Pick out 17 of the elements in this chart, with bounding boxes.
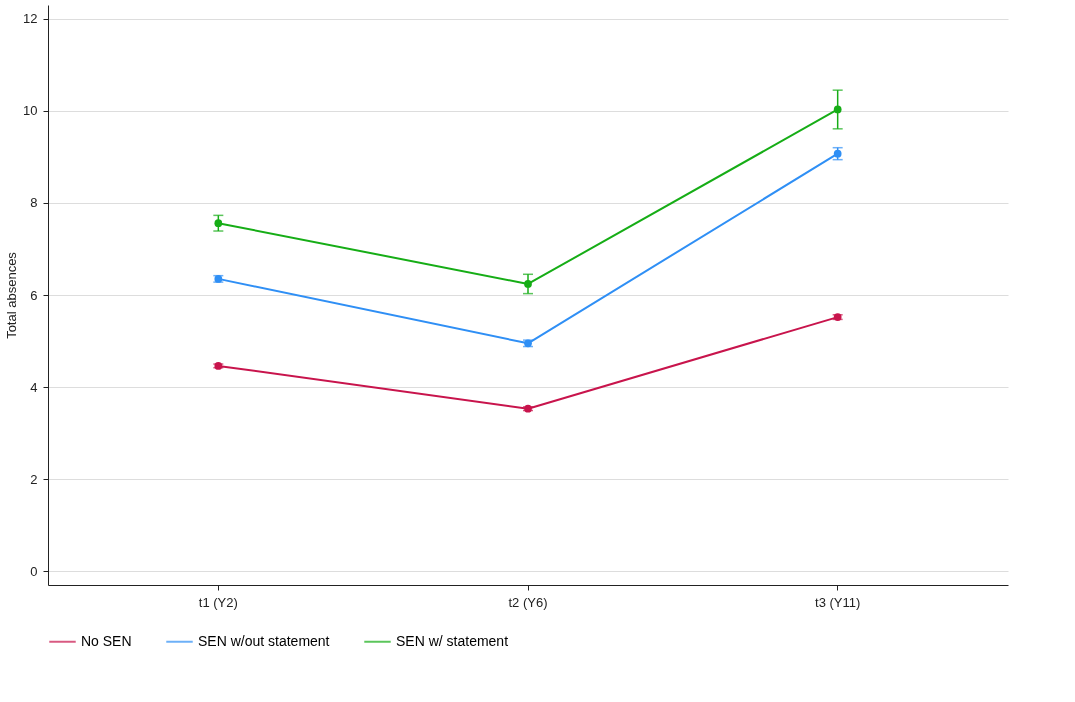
legend-label: SEN w/out statement [198,632,330,649]
point [524,280,532,288]
y-axis-title: Total absences [4,251,20,339]
legend-label: No SEN [81,632,132,649]
y-tick-label: 2 [30,471,38,487]
point [214,219,223,228]
y-tick-label: 8 [30,195,38,211]
y-tick-label: 10 [23,103,38,119]
point [833,105,842,114]
x-tick-label: t3 (Y11) [815,594,861,610]
y-tick-label: 12 [23,11,38,27]
y-tick-label: 6 [30,287,38,303]
y-tick-label: 4 [30,379,38,395]
y-tick-label: 0 [30,563,38,579]
x-tick-label: t1 (Y2) [198,594,238,610]
x-tick-label: t2 (Y6) [508,594,548,610]
legend-label: SEN w/ statement [396,632,509,649]
